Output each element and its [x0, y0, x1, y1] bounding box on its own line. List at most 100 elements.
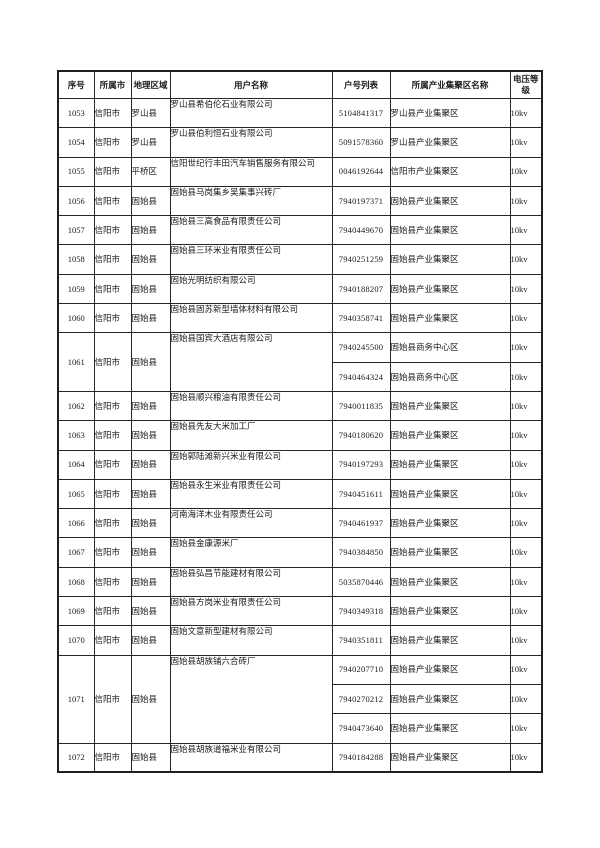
cell-city: 信阳市	[93, 303, 132, 334]
table-row: 1067 信阳市 固始县 固始县金康源米厂 7940384850 固始县产业集聚区 10kv	[57, 537, 543, 568]
cell-voltage-level: 10kv	[509, 566, 543, 598]
column-header-zone: 所属产业集聚区名称	[389, 70, 511, 99]
cell-region: 固始县	[130, 273, 171, 305]
cell-user-name: 固始县金康源米厂	[169, 537, 333, 568]
cell-user-name: 固始县弘昌节能建材有限公司	[169, 566, 333, 598]
cell-index: 1062	[57, 390, 95, 422]
cell-voltage-level: 10kv	[509, 625, 543, 656]
cell-cluster-zone: 固始县产业集聚区	[389, 537, 511, 568]
table-row: 1065 信阳市 固始县 固始县永生米业有限责任公司 7940451611 固始县产业集聚…	[57, 478, 543, 510]
table-row: 7940464324 固始县商务中心区 10kv	[58, 361, 543, 392]
cell-index: 1069	[57, 596, 95, 627]
cell-cluster-zone: 固始县产业集聚区	[389, 654, 511, 685]
cell-voltage-level: 10kv	[509, 683, 543, 715]
cell-city: 信阳市	[93, 156, 132, 187]
cell-voltage-level: 10kv	[509, 185, 543, 217]
cell-account-number: 7940349318	[331, 596, 391, 627]
table-row: 1068 信阳市 固始县 固始县弘昌节能建材有限公司 5035870446 固始县产业集聚…	[57, 566, 543, 598]
cell-city: 信阳市	[93, 273, 132, 305]
table-row: 1066 信阳市 固始县 河南海洋木业有限责任公司 7940461937 固始县产业集聚区…	[57, 508, 543, 539]
cell-user-name: 河南海洋木业有限责任公司	[169, 508, 333, 539]
cell-account-number: 7940451611	[331, 478, 391, 510]
cell-cluster-zone: 固始县商务中心区	[389, 332, 511, 363]
cell-index: 1068	[57, 566, 95, 598]
cell-region: 固始县	[130, 508, 171, 539]
cell-city: 信阳市	[93, 420, 132, 451]
cell-city: 信阳市	[93, 537, 132, 568]
cell-region: 固始县	[130, 537, 171, 568]
table-row: 1054 信阳市 罗山县 罗山县伯利恒石业有限公司 5091578360 罗山县产业集聚区…	[57, 127, 543, 158]
cell-user-name: 固始县方岗米业有限责任公司	[169, 596, 333, 627]
table-row: 1063 信阳市 固始县 固始县先友大米加工厂 7940180620 固始县产业集聚区 10…	[57, 420, 543, 451]
cell-region: 固始县	[130, 420, 171, 451]
cell-voltage-level: 10kv	[509, 713, 543, 744]
table-row: 1072 信阳市 固始县 固始县胡族道福米业有限公司 7940184288 固始县产业集聚…	[57, 742, 543, 773]
cell-region: 固始县	[130, 215, 171, 246]
cell-region: 固始县	[130, 332, 171, 392]
table-row: 1053 信阳市 罗山县 罗山县希伯伦石业有限公司 5104841317 罗山县产业集聚区…	[57, 97, 543, 129]
cell-cluster-zone: 固始县产业集聚区	[389, 449, 511, 480]
cell-account-number: 7940473640	[331, 713, 391, 744]
table-header-row: 序号 所属市 地理区域 用户名称 户号列表 所属产业集聚区名称 电压等级	[57, 70, 543, 99]
cell-index: 1065	[57, 478, 95, 510]
cell-account-number: 7940351811	[331, 625, 391, 656]
cell-account-number: 7940251259	[331, 244, 391, 275]
cell-account-number: 7940011835	[331, 390, 391, 422]
cell-region: 固始县	[130, 449, 171, 480]
table-row: 1064 信阳市 固始县 固始郭陆滩新兴米业有限公司 7940197293 固始县产业集聚…	[57, 449, 543, 480]
cell-user-name: 固始郭陆滩新兴米业有限公司	[169, 449, 333, 480]
cell-user-name: 固始县国宾大酒店有限公司	[169, 332, 333, 392]
cell-account-number: 7940245500	[331, 332, 391, 363]
cell-index: 1066	[57, 508, 95, 539]
cell-cluster-zone: 固始县产业集聚区	[389, 303, 511, 334]
cell-account-number: 7940464324	[331, 361, 391, 392]
cell-account-number: 7940384850	[331, 537, 391, 568]
cell-voltage-level: 10kv	[509, 742, 543, 773]
cell-account-number: 0046192644	[331, 156, 391, 187]
cell-city: 信阳市	[93, 742, 132, 773]
cell-cluster-zone: 固始县产业集聚区	[389, 683, 511, 715]
cell-cluster-zone: 固始县产业集聚区	[389, 742, 511, 773]
cell-region: 固始县	[130, 478, 171, 510]
table-row: 1070 信阳市 固始县 固始文意新型建材有限公司 7940351811 固始县产业集聚区…	[57, 625, 543, 656]
cell-user-name: 固始县三环米业有限责任公司	[169, 244, 333, 275]
cell-user-name: 固始县永生米业有限责任公司	[169, 478, 333, 510]
cell-voltage-level: 10kv	[509, 654, 543, 685]
cell-voltage-level: 10kv	[509, 156, 543, 187]
column-header-user: 用户名称	[169, 70, 333, 99]
cell-index: 1061	[57, 332, 95, 392]
cell-index: 1072	[57, 742, 95, 773]
cell-cluster-zone: 固始县产业集聚区	[389, 244, 511, 275]
cell-cluster-zone: 固始县产业集聚区	[389, 713, 511, 744]
cell-index: 1060	[57, 303, 95, 334]
cell-user-name: 固始光明纺织有限公司	[169, 273, 333, 305]
cell-voltage-level: 10kv	[509, 273, 543, 305]
cell-city: 信阳市	[93, 654, 132, 744]
cell-voltage-level: 10kv	[509, 449, 543, 480]
cell-region: 固始县	[130, 390, 171, 422]
cell-index: 1067	[57, 537, 95, 568]
cell-index: 1055	[57, 156, 95, 187]
cell-account-number: 7940180620	[331, 420, 391, 451]
table-row: 1061 信阳市 固始县 固始县国宾大酒店有限公司 7940245500 固始县商务中心区…	[57, 332, 543, 392]
table-row: 7940270212 固始县产业集聚区 10kv	[58, 683, 543, 715]
cell-account-number: 5091578360	[331, 127, 391, 158]
cell-region: 固始县	[130, 654, 171, 744]
cell-index: 1059	[57, 273, 95, 305]
cell-cluster-zone: 固始县产业集聚区	[389, 508, 511, 539]
cell-account-number: 7940358741	[331, 303, 391, 334]
cell-user-name: 固始县马岗集乡吴集事兴砖厂	[169, 185, 333, 217]
cell-index: 1054	[57, 127, 95, 158]
cell-city: 信阳市	[93, 478, 132, 510]
cell-region: 固始县	[130, 625, 171, 656]
cell-user-name: 固始县三高食品有限责任公司	[169, 215, 333, 246]
cell-voltage-level: 10kv	[509, 127, 543, 158]
table-row: 1071 信阳市 固始县 固始县胡族铺六合砖厂 7940207710 固始县产业集聚区 10…	[57, 654, 543, 744]
cell-account-number: 7940197293	[331, 449, 391, 480]
table-row: 1055 信阳市 平桥区 信阳世纪行丰田汽车销售服务有限公司 0046192644 信阳市…	[57, 156, 543, 187]
cell-cluster-zone: 罗山县产业集聚区	[389, 127, 511, 158]
cell-region: 固始县	[130, 566, 171, 598]
cell-region: 固始县	[130, 303, 171, 334]
table-row: 1058 信阳市 固始县 固始县三环米业有限责任公司 7940251259 固始县产业集聚…	[57, 244, 543, 275]
cell-user-name: 信阳世纪行丰田汽车销售服务有限公司	[169, 156, 333, 187]
